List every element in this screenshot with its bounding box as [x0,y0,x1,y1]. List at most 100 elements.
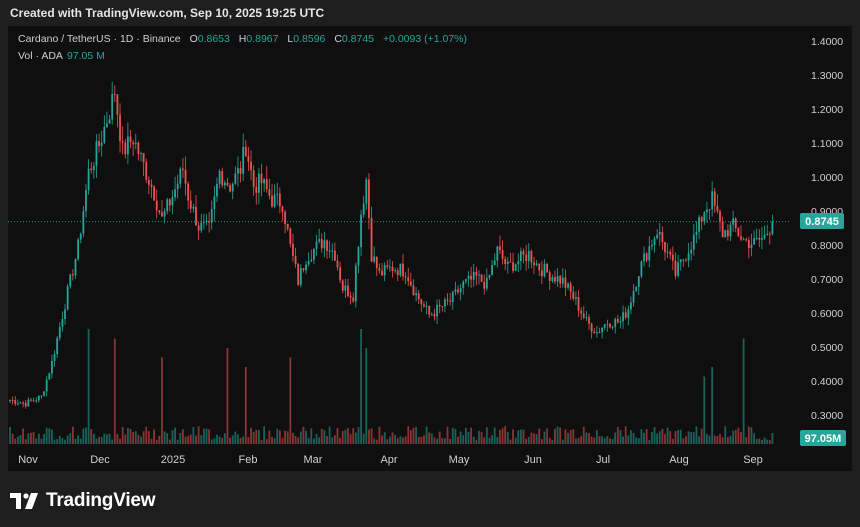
y-tick-label: 1.3000 [811,70,843,82]
volume-bar [609,438,611,444]
candle-body [491,265,493,276]
candle-body [339,267,342,281]
candle-body [753,238,755,245]
candle-body [108,119,111,124]
x-tick-label: May [449,454,470,466]
candle-body [512,262,514,271]
candle-body [51,360,53,374]
volume-bar [643,432,645,444]
volume-bar [357,427,360,444]
volume-bar [559,427,562,444]
volume-bar [404,436,407,444]
volume-bar [51,429,53,444]
volume-bar [527,436,530,444]
volume-bar [271,437,273,444]
symbol-name: Cardano / TetherUS · 1D · Binance [18,33,181,45]
volume-bar [556,426,559,444]
volume-bar [265,439,268,444]
candle-body [640,261,643,277]
candlestick-chart[interactable]: 1.40001.30001.20001.10001.00000.90000.80… [0,0,860,471]
volume-bar [354,432,357,444]
volume-bar [43,433,45,444]
candle-body [669,251,672,255]
volume-bar [352,428,355,444]
candle-body [750,244,753,249]
volume-bar [535,434,538,444]
low-value: 0.8596 [293,33,326,45]
candle-body [609,323,611,328]
volume-bar [132,431,135,444]
candle-body [475,271,478,276]
candle-body [430,314,433,316]
volume-bar [585,432,588,444]
candle-body [313,248,315,260]
candle-body [734,218,737,229]
volume-bar [706,434,708,444]
candle-body [501,250,504,259]
volume-bar [711,367,714,444]
volume-bar [627,435,630,444]
candle-body [601,328,604,333]
candle-body [464,278,467,282]
volume-bar [213,438,216,444]
candle-body [527,250,530,261]
change-value: +0.0093 (+1.07%) [382,33,468,45]
candle-body [252,170,255,187]
close-value: 0.8745 [341,33,375,45]
volume-bar [402,437,404,444]
volume-bar [656,433,659,444]
volume-bar [603,437,606,444]
candle-body [103,126,106,143]
volume-bar [16,436,19,444]
candle-body [119,114,121,142]
candle-body [619,321,622,323]
volume-bar [446,426,449,444]
volume-bar [436,438,438,444]
candle-body [404,276,407,278]
candle-body [653,238,656,246]
volume-bar [540,439,543,444]
volume-bar [71,426,74,444]
volume-bar [66,435,69,444]
candle-body [158,210,161,213]
candle-body [444,299,446,307]
volume-bar [496,437,499,444]
volume-bar [375,439,378,444]
candle-body [182,168,184,170]
candle-body [197,225,200,231]
volume-bar [166,433,169,444]
candle-body [535,263,538,266]
volume-bar [619,430,622,444]
candle-body [168,199,171,206]
candle-body [310,259,313,262]
volume-bar [273,438,276,444]
candle-body [575,297,577,299]
volume-bar [491,435,493,444]
volume-bar [417,436,420,444]
tradingview-logo[interactable]: TradingView [10,490,156,512]
volume-bar [292,432,294,444]
volume-bar [572,429,575,444]
candle-body [166,199,169,212]
volume-bar [373,438,376,444]
volume-bar [286,431,289,444]
candle-body [595,332,598,334]
candle-body [708,209,711,211]
candle-body [349,296,352,298]
last-volume-badge: 97.05M [800,430,846,446]
candle-body [276,193,279,195]
volume-bar [640,429,643,444]
volume-bar [318,437,321,444]
volume-bar [459,431,462,444]
candle-body [729,224,732,237]
candle-body [645,253,648,261]
candle-body [420,299,423,305]
candle-body [294,255,297,265]
candle-body [124,142,127,155]
candle-body [106,123,108,127]
candle-body [766,233,769,235]
candle-body [145,162,148,180]
volume-bar [179,432,182,444]
candle-body [45,379,48,392]
candle-body [543,263,546,277]
